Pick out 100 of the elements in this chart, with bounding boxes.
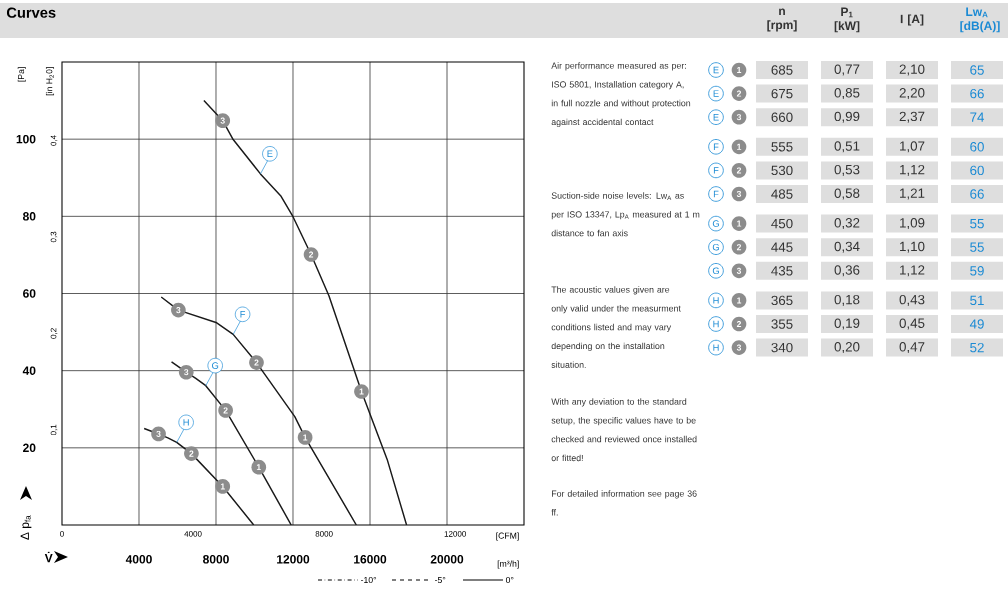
- text: 0,47: [899, 342, 925, 354]
- text: F: [713, 143, 719, 151]
- text: F: [713, 167, 719, 174]
- text: Air performance measured as per: ISO 5801, Installation category A, in full nozzle and without protection against accidental contact: [551, 62, 691, 127]
- x-tick-label: 8000: [203, 555, 229, 564]
- x-tick-label: 16000: [354, 555, 387, 564]
- text: 1,10: [900, 241, 925, 253]
- category-label: I [A]: [900, 14, 924, 26]
- text: 55: [970, 242, 984, 252]
- text: 3: [736, 267, 742, 274]
- text: 49: [969, 319, 984, 329]
- text: 355: [771, 319, 793, 329]
- text: 445: [771, 242, 793, 252]
- x2-tick-label: 12000: [444, 531, 466, 537]
- text: 485: [771, 189, 793, 199]
- text: F: [713, 190, 719, 198]
- text: 555: [771, 142, 793, 152]
- text: 530: [771, 165, 793, 176]
- line-series: [160, 296, 358, 525]
- annotation: 1: [303, 434, 308, 441]
- text: Suction-side noise levels: Lw$_{A}$ as per ISO 13347, Lp$_{A}$ measured at 1 m distance to fan axis: [551, 192, 700, 237]
- series-label: H: [183, 419, 189, 426]
- text: G: [712, 267, 719, 275]
- text: G: [712, 220, 719, 227]
- text: 1,21: [900, 188, 925, 200]
- annotation: 3: [176, 307, 181, 314]
- y-tick-label: 40: [22, 366, 36, 375]
- text: 450: [771, 218, 793, 229]
- text: 675: [771, 88, 793, 99]
- text: 2: [736, 90, 742, 97]
- text: 1: [737, 220, 742, 227]
- x-tick-label: 4000: [125, 555, 152, 564]
- x-tick-label: 12000: [277, 555, 310, 564]
- text: With any deviation to the standard setup, the specific values have to be checked and reviewed once installed or fitted!: [551, 398, 697, 462]
- y-tick-label: 100: [16, 134, 36, 144]
- y-tick-label: 20: [23, 443, 36, 453]
- text: 3: [736, 190, 742, 198]
- text: 0,51: [834, 141, 860, 153]
- x2-tick-label: 4000: [184, 531, 202, 537]
- annotation: 2: [189, 450, 194, 457]
- text: 3: [736, 114, 742, 121]
- text: For detailed information see page 36 ff.: [551, 490, 697, 516]
- text: E: [713, 113, 719, 121]
- text: 0,53: [834, 164, 860, 176]
- text: 0,34: [834, 241, 860, 253]
- text: 65: [970, 65, 984, 75]
- text: 2,10: [899, 64, 925, 76]
- text: 0,20: [834, 342, 860, 354]
- text: 0,58: [834, 188, 860, 200]
- text: 2,37: [899, 111, 925, 123]
- annotation: 2: [223, 407, 228, 414]
- text: 2: [736, 320, 742, 328]
- text: -5°: [434, 576, 446, 584]
- text: 2: [736, 167, 742, 174]
- series-label: G: [212, 362, 219, 369]
- annotation: 3: [220, 117, 225, 124]
- text: 60: [970, 165, 984, 176]
- x-axis-title: [m³/h]: [497, 560, 519, 569]
- category-label: P$_{1}$ [kW]: [834, 7, 860, 33]
- series-label: E: [267, 150, 273, 158]
- text: H: [713, 344, 719, 351]
- text: 365: [771, 295, 793, 306]
- text: 60: [970, 142, 984, 152]
- text: 435: [771, 266, 793, 276]
- text: 0,45: [899, 318, 925, 330]
- text: G: [712, 243, 719, 251]
- category-label: Lw$_{A}$ [dB(A)]: [960, 7, 1000, 33]
- text: Δ p$_{fa}$: [20, 515, 32, 540]
- text: V̇: [44, 551, 53, 563]
- line-series: [170, 361, 292, 525]
- x2-tick-label: 0: [60, 531, 64, 537]
- text: E: [713, 66, 719, 74]
- text: 52: [970, 342, 984, 353]
- text: 1: [737, 297, 742, 304]
- annotation: 2: [308, 251, 314, 258]
- text: 0,19: [834, 318, 860, 330]
- text: 0,43: [899, 294, 925, 306]
- series-label: F: [240, 311, 246, 318]
- y-tick-label: 60: [23, 289, 36, 298]
- annotation: 1: [220, 483, 225, 490]
- text: 2,20: [899, 88, 925, 100]
- text: 2: [736, 244, 742, 251]
- text: H: [713, 297, 719, 304]
- text: 74: [970, 112, 985, 122]
- category-label: n [rpm]: [767, 8, 797, 32]
- text: 0,18: [834, 294, 860, 306]
- text: 66: [970, 88, 984, 99]
- text: E: [713, 90, 719, 97]
- text: 660: [771, 112, 793, 122]
- annotation: 3: [156, 430, 161, 438]
- text: The acoustic values given are only valid under the measurment conditions listed and may vary depending on the installation situation.: [551, 286, 681, 368]
- y2-tick-label: 0,1: [50, 424, 58, 436]
- annotation: 2: [254, 359, 259, 366]
- text: 51: [970, 295, 984, 306]
- text: 685: [771, 65, 793, 75]
- line-series: [143, 426, 255, 525]
- text: 1: [737, 67, 742, 73]
- text: 0,32: [834, 218, 860, 230]
- text: 66: [970, 189, 984, 199]
- text: 3: [736, 344, 742, 351]
